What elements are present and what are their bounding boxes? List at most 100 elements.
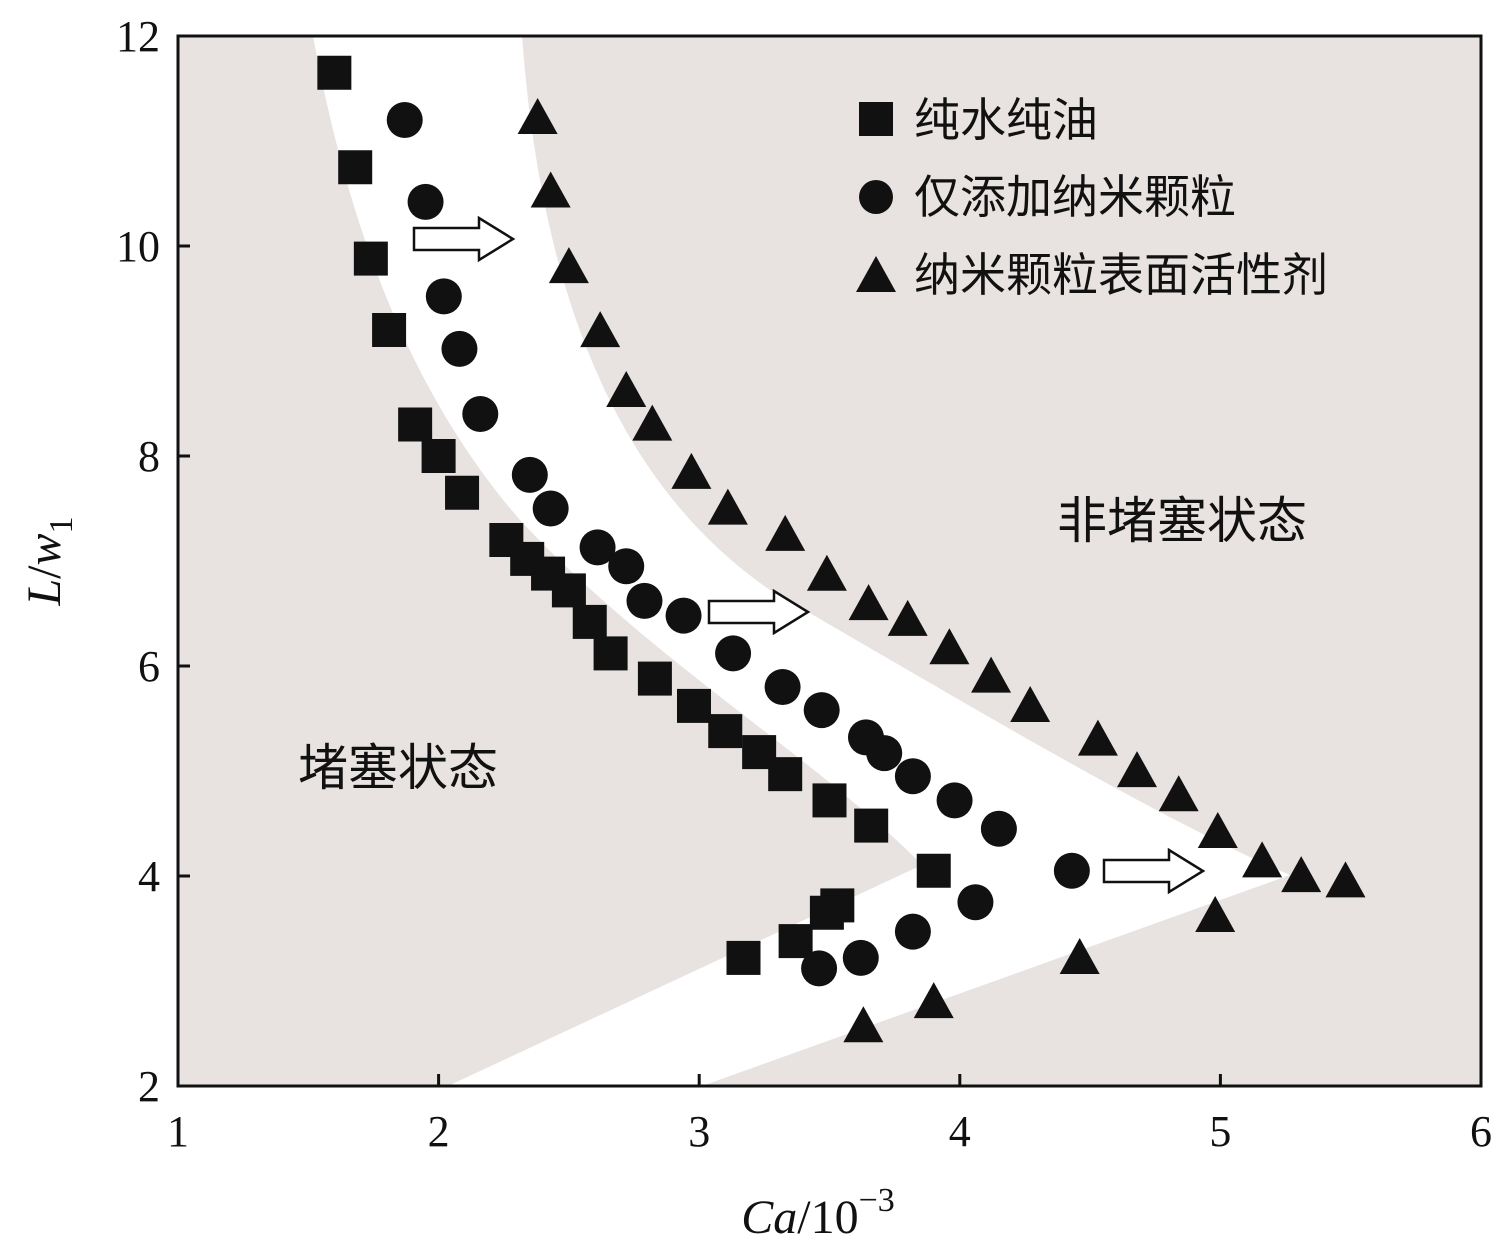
y-tick-label: 4: [138, 852, 160, 901]
data-point-square: [551, 573, 586, 608]
region-label-blocked: 堵塞状态: [298, 739, 498, 797]
legend: 纯水纯油 仅添加纳米颗粒 纳米颗粒表面活性剂: [856, 93, 1328, 302]
data-point-triangle: [971, 656, 1012, 693]
data-point-triangle: [517, 98, 558, 134]
x-tick-label: 3: [688, 1107, 710, 1156]
data-point-circle: [441, 330, 478, 367]
data-point-triangle: [887, 599, 928, 636]
data-point-circle: [511, 456, 548, 493]
data-point-square: [916, 853, 951, 888]
legend-marker-square: [859, 102, 893, 136]
data-point-triangle: [1059, 938, 1100, 974]
data-point-square: [708, 714, 743, 749]
y-tick-label: 6: [138, 642, 160, 691]
data-point-triangle: [1195, 896, 1236, 932]
data-point-triangle: [632, 404, 673, 441]
data-point-square: [854, 808, 889, 843]
transition-band: [313, 36, 1290, 1086]
data-point-square: [676, 688, 711, 723]
legend-label-series-1: 纯水纯油: [914, 93, 1098, 147]
data-point-square: [421, 439, 456, 473]
legend-label-series-2: 仅添加纳米颗粒: [914, 170, 1236, 224]
region-label-non-blocked: 非堵塞状态: [1057, 492, 1307, 550]
data-point-circle: [957, 884, 994, 921]
shift-arrows: [412, 215, 1206, 895]
y-axis-label-main: L: [18, 579, 71, 607]
y-axis-label-var: w: [18, 533, 71, 565]
shift-arrow-icon: [412, 215, 516, 263]
data-point-triangle: [1325, 861, 1366, 898]
data-point-circle: [803, 692, 840, 729]
data-point-circle: [386, 102, 423, 138]
data-point-triangle: [1197, 812, 1238, 848]
data-markers: [317, 55, 1366, 1043]
data-point-circle: [665, 597, 702, 634]
data-point-circle: [764, 669, 801, 705]
data-point-circle: [980, 810, 1017, 847]
y-tick-label: 2: [138, 1062, 160, 1111]
y-axis-ticks: 2 4 6 8 10 12: [116, 12, 190, 1111]
data-point-circle: [842, 939, 879, 976]
data-point-triangle: [1242, 841, 1283, 878]
y-tick-label: 8: [138, 432, 160, 481]
data-point-triangle: [1117, 751, 1158, 788]
x-tick-label: 6: [1470, 1107, 1492, 1156]
data-point-circle: [532, 490, 569, 527]
plot-frame: [176, 34, 1483, 1088]
data-point-triangle: [913, 982, 954, 1019]
data-point-circle: [1053, 852, 1090, 889]
y-axis-label-subscript: 1: [43, 516, 80, 533]
data-point-circle: [626, 582, 663, 619]
data-point-circle: [715, 635, 752, 672]
data-point-triangle: [848, 584, 889, 621]
data-point-triangle: [580, 311, 621, 348]
y-axis-label-sep: /: [18, 565, 71, 579]
data-point-triangle: [843, 1006, 884, 1043]
data-point-square: [317, 55, 352, 90]
data-point-square: [398, 407, 433, 442]
data-point-circle: [462, 396, 499, 432]
data-point-circle: [407, 183, 444, 220]
data-point-triangle: [929, 628, 970, 665]
data-point-circle: [894, 913, 931, 950]
data-point-square: [768, 757, 803, 792]
x-tick-label: 2: [428, 1107, 450, 1156]
data-point-square: [809, 895, 844, 930]
legend-marker-circle: [859, 180, 893, 214]
x-axis-label-exponent: −3: [859, 1182, 895, 1219]
data-point-circle: [425, 278, 462, 315]
data-point-triangle: [671, 452, 712, 489]
data-point-triangle: [1281, 856, 1322, 893]
data-point-square: [637, 661, 672, 696]
data-point-circle: [579, 529, 616, 566]
legend-marker-triangle: [856, 256, 896, 292]
shift-arrow-icon: [1102, 847, 1206, 895]
data-point-square: [353, 241, 388, 276]
x-tick-label: 1: [167, 1107, 189, 1156]
data-point-square: [812, 783, 847, 818]
data-point-circle: [894, 758, 931, 795]
data-point-triangle: [1158, 775, 1199, 812]
data-point-square: [778, 924, 813, 959]
data-point-triangle: [1010, 686, 1051, 722]
data-point-square: [593, 636, 628, 671]
x-axis-ticks: 1 2 3 4 5 6: [167, 1074, 1492, 1156]
data-point-square: [372, 313, 407, 347]
x-axis-label: Ca/10−3: [741, 1182, 895, 1244]
data-point-triangle: [548, 247, 589, 284]
x-axis-label-main: Ca: [741, 1191, 797, 1244]
x-axis-label-unit: /10: [797, 1191, 858, 1244]
legend-label-series-3: 纳米颗粒表面活性剂: [914, 248, 1328, 302]
shift-arrow-icon: [707, 588, 811, 636]
data-point-square: [338, 150, 373, 185]
data-point-triangle: [806, 554, 847, 591]
data-point-square: [726, 940, 761, 975]
data-point-circle: [801, 950, 838, 987]
data-point-triangle: [765, 514, 806, 551]
x-tick-label: 5: [1209, 1107, 1231, 1156]
data-point-triangle: [606, 371, 647, 407]
y-tick-label: 10: [116, 222, 160, 271]
y-tick-label: 12: [116, 12, 160, 61]
data-point-square: [445, 475, 480, 510]
